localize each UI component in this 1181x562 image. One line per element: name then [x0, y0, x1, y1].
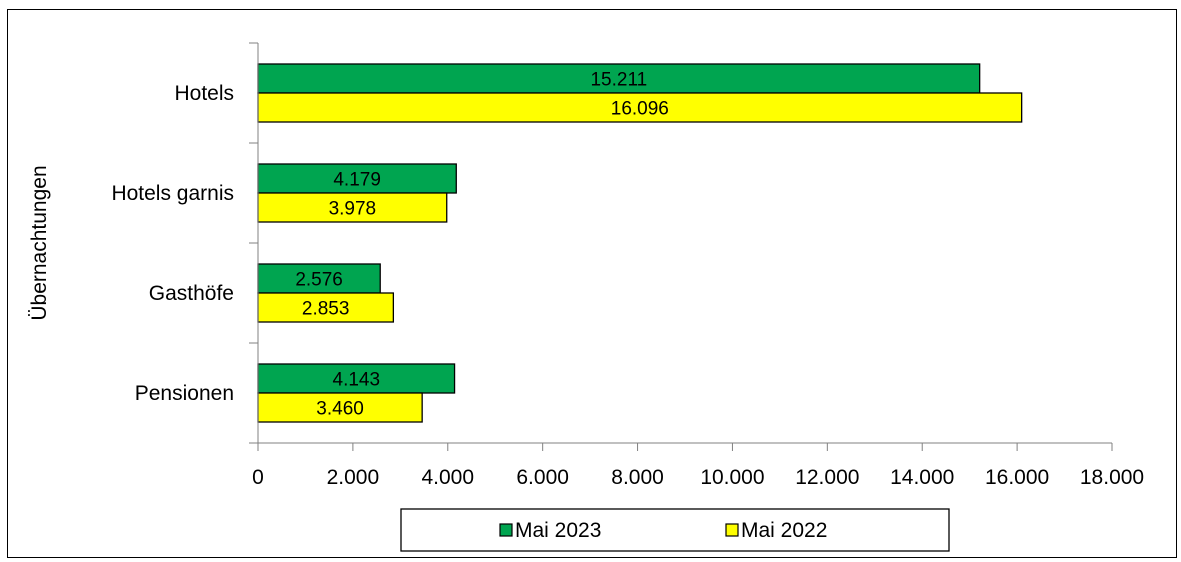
data-label: 16.096 — [611, 99, 669, 120]
legend-swatch — [499, 523, 513, 537]
data-label: 3.460 — [316, 399, 364, 420]
data-label: 15.211 — [590, 70, 647, 91]
bar — [257, 192, 448, 223]
data-label: 3.978 — [329, 199, 377, 220]
data-label: 2.576 — [295, 270, 343, 291]
x-tick-label: 0 — [252, 466, 264, 489]
data-label: 4.179 — [333, 170, 381, 191]
bar — [257, 92, 1023, 123]
legend-box — [400, 508, 950, 552]
x-tick-label: 14.000 — [890, 466, 954, 489]
axes-group — [249, 42, 1113, 451]
bars-group — [257, 63, 1023, 423]
x-tick-label: 16.000 — [985, 466, 1049, 489]
x-tick-label: 2.000 — [327, 466, 380, 489]
y-axis-title: Übernachtungen — [28, 165, 51, 320]
x-tick-label: 4.000 — [421, 466, 474, 489]
x-tick-label: 6.000 — [516, 466, 569, 489]
data-label: 2.853 — [302, 299, 350, 320]
category-label: Hotels — [174, 82, 234, 105]
x-tick-label: 12.000 — [795, 466, 859, 489]
category-label: Pensionen — [135, 382, 234, 405]
labels-group: 0 2.000 4.000 6.000 8.000 10.000 12.000 14.000 1… — [111, 70, 1144, 490]
bar — [257, 292, 395, 323]
bar — [257, 63, 981, 94]
category-label: Gasthöfe — [149, 282, 234, 305]
bar — [257, 163, 457, 194]
legend: Mai 2023 Mai 2022 — [400, 508, 950, 552]
legend-label: Mai 2022 — [741, 519, 827, 542]
legend-swatch — [725, 523, 739, 537]
legend-label: Mai 2023 — [515, 519, 601, 542]
x-tick-label: 18.000 — [1080, 466, 1144, 489]
category-label: Hotels garnis — [111, 182, 234, 205]
data-label: 4.143 — [333, 370, 381, 391]
x-tick-label: 10.000 — [700, 466, 764, 489]
y-axis-title-group: Übernachtungen — [28, 165, 51, 320]
x-tick-label: 8.000 — [611, 466, 664, 489]
